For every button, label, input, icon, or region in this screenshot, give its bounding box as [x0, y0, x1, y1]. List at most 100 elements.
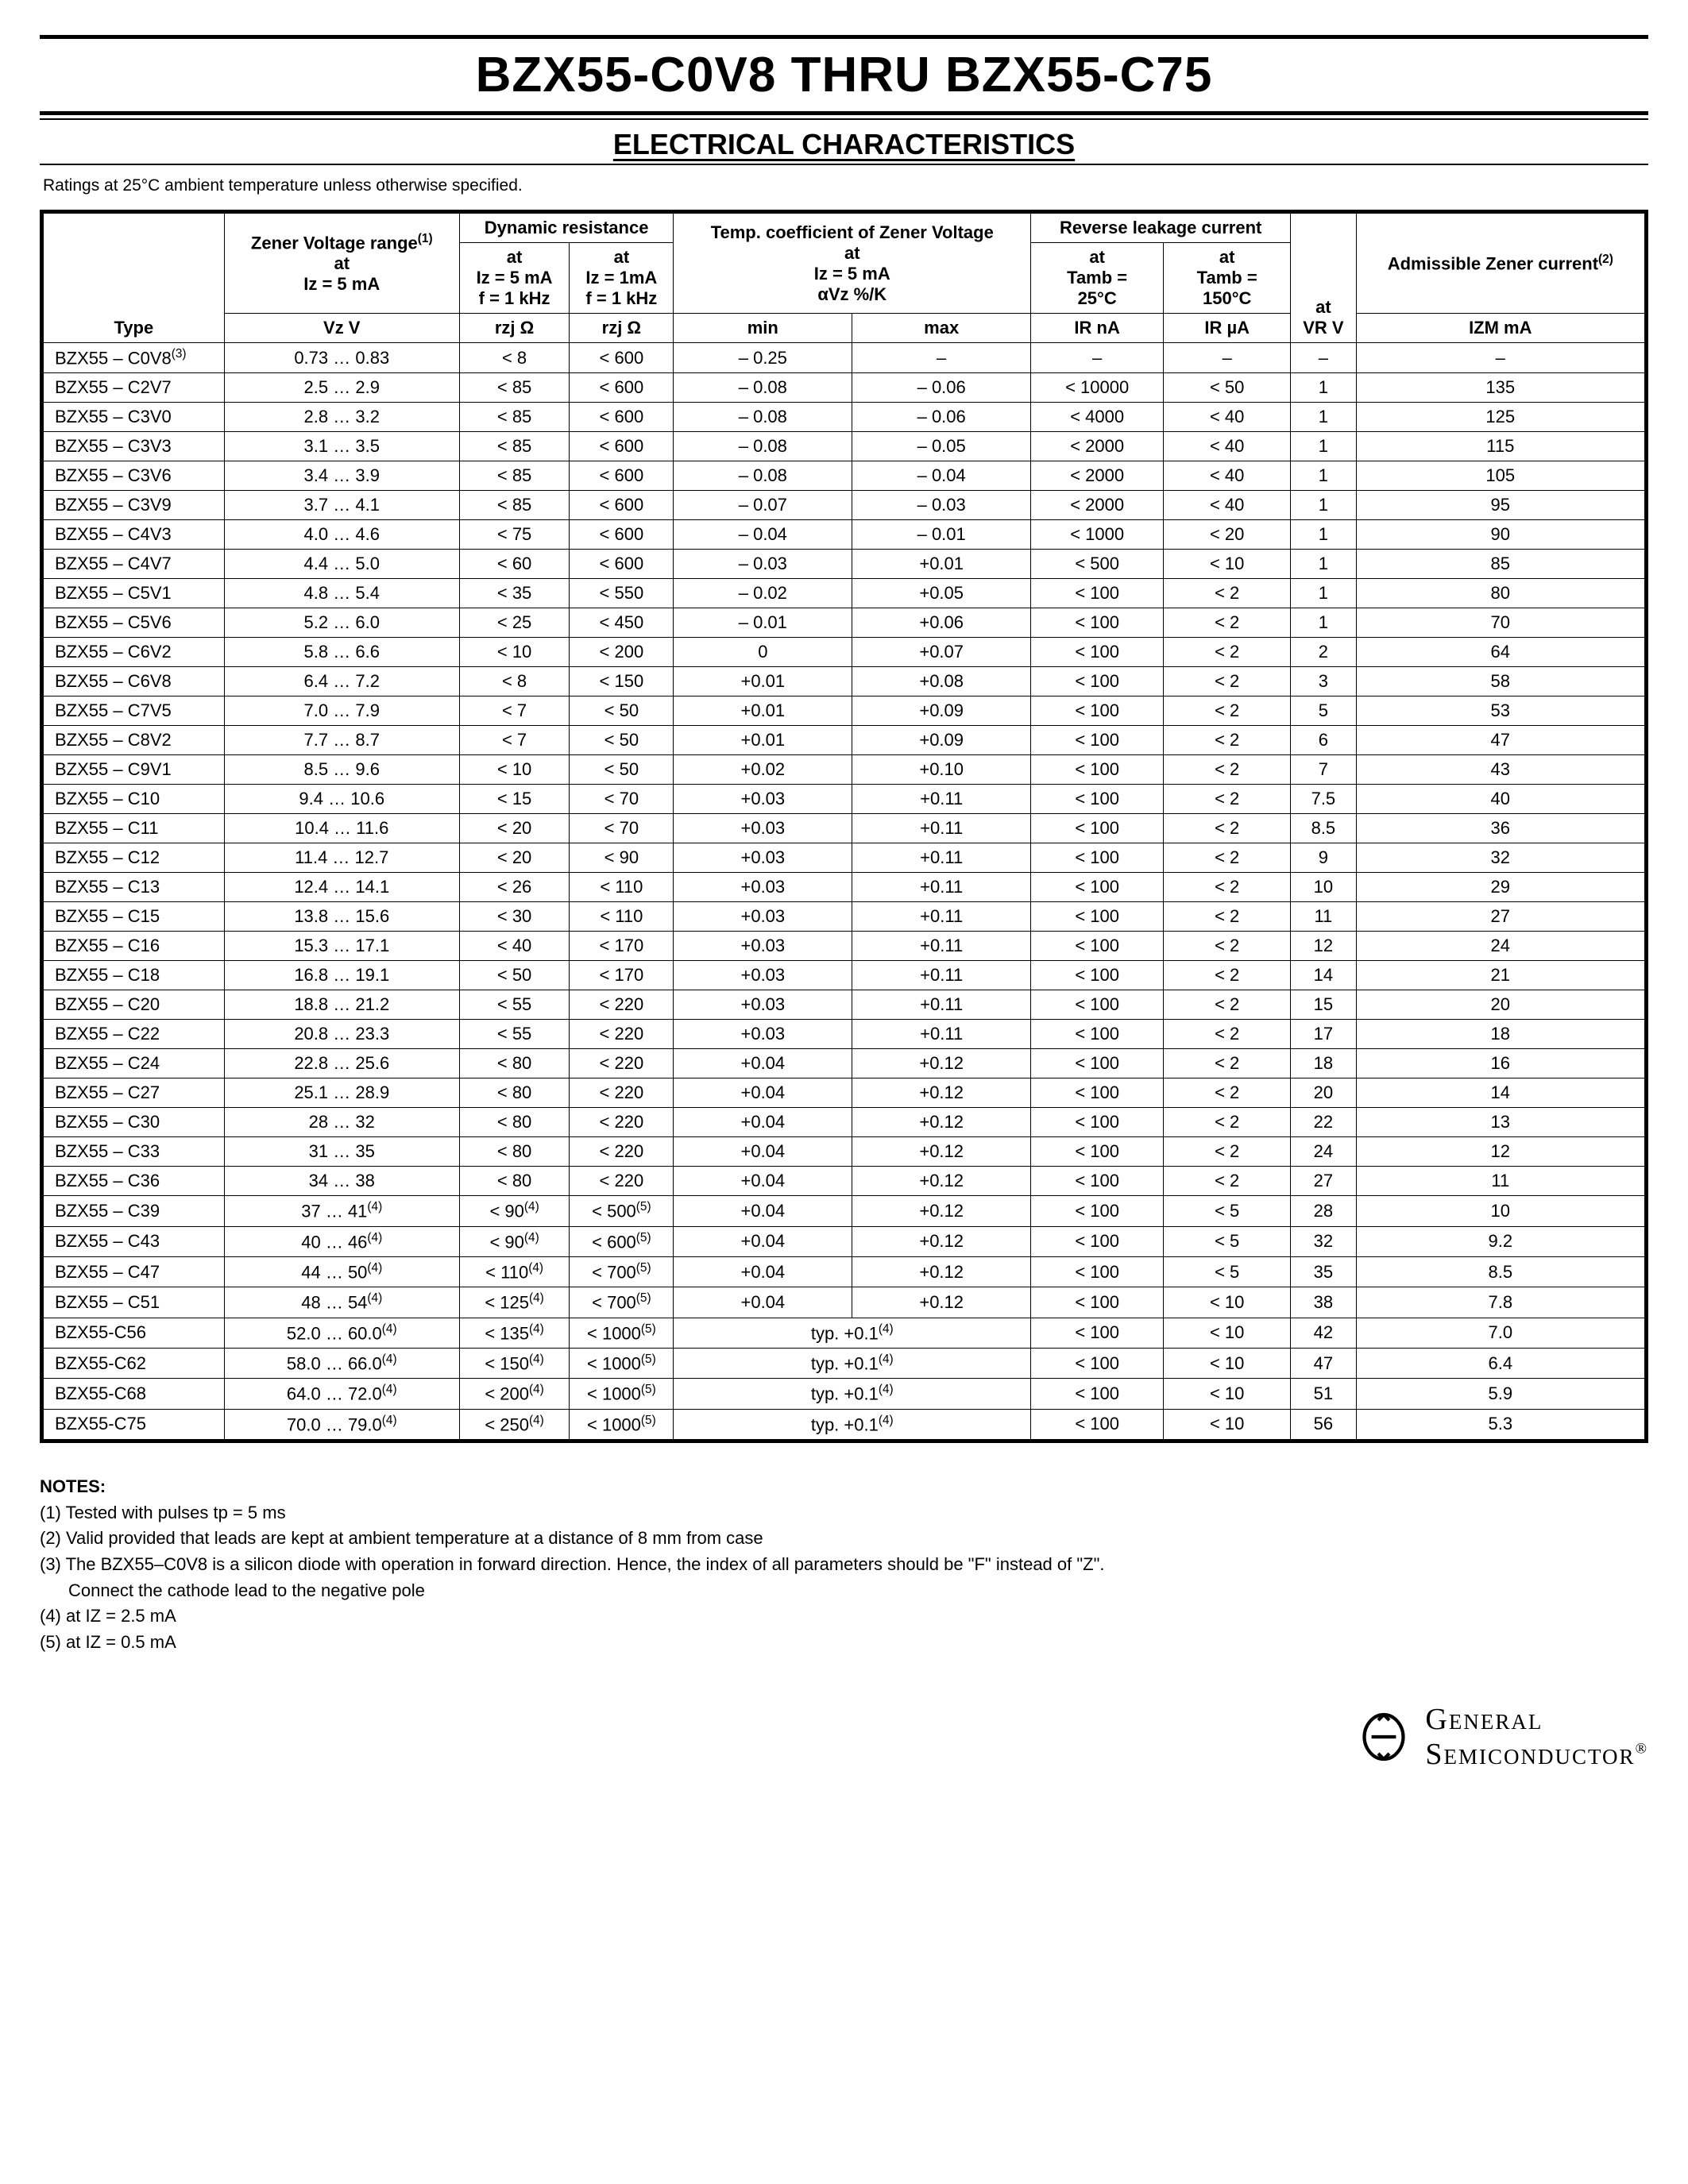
table-cell: 9.2 [1356, 1226, 1646, 1256]
table-cell: +0.11 [852, 990, 1031, 1020]
table-row: BZX55 – C1211.4 … 12.7< 20< 90+0.03+0.11… [42, 843, 1647, 873]
col-rl-b: at Tamb = 150°C [1164, 243, 1291, 314]
note-3b: Connect the cathode lead to the negative… [40, 1579, 1648, 1603]
table-cell: < 2 [1164, 932, 1291, 961]
table-cell: 20 [1291, 1078, 1356, 1108]
table-cell: 11 [1356, 1167, 1646, 1196]
table-cell: 40 [1356, 785, 1646, 814]
table-cell: 3 [1291, 667, 1356, 696]
table-row: BZX55 – C0V8(3)0.73 … 0.83< 8< 600– 0.25… [42, 343, 1647, 373]
table-cell: BZX55-C62 [42, 1348, 225, 1378]
table-cell: < 100 [1031, 1049, 1164, 1078]
table-cell: – [852, 343, 1031, 373]
table-cell: BZX55 – C5V1 [42, 579, 225, 608]
table-cell: +0.11 [852, 961, 1031, 990]
table-cell: 7 [1291, 755, 1356, 785]
table-cell: < 75 [459, 520, 570, 550]
table-cell: < 35 [459, 579, 570, 608]
table-cell: +0.03 [674, 785, 852, 814]
table-cell: +0.12 [852, 1137, 1031, 1167]
table-cell: BZX55 – C47 [42, 1256, 225, 1287]
table-cell: < 100 [1031, 1348, 1164, 1378]
table-cell: 40 … 46(4) [224, 1226, 459, 1256]
table-row: BZX55 – C4340 … 46(4)< 90(4)< 600(5)+0.0… [42, 1226, 1647, 1256]
table-cell: < 80 [459, 1167, 570, 1196]
table-cell: BZX55 – C36 [42, 1167, 225, 1196]
note-4: (4) at IZ = 2.5 mA [40, 1604, 1648, 1628]
col-tc-max: max [852, 314, 1031, 343]
table-cell: < 2 [1164, 814, 1291, 843]
table-cell: < 100 [1031, 1196, 1164, 1226]
table-cell: +0.01 [674, 726, 852, 755]
table-cell: < 50 [1164, 373, 1291, 403]
table-cell: +0.12 [852, 1196, 1031, 1226]
page-title: BZX55-C0V8 THRU BZX55-C75 [40, 47, 1648, 103]
col-dyn-b: at Iz = 1mA f = 1 kHz [570, 243, 674, 314]
table-cell: – [1291, 343, 1356, 373]
table-row: BZX55 – C3634 … 38< 80< 220+0.04+0.12< 1… [42, 1167, 1647, 1196]
table-cell: 7.5 [1291, 785, 1356, 814]
table-cell: BZX55-C75 [42, 1409, 225, 1441]
table-cell: BZX55 – C27 [42, 1078, 225, 1108]
table-cell: 5.9 [1356, 1379, 1646, 1409]
table-cell: +0.12 [852, 1167, 1031, 1196]
table-cell: < 85 [459, 461, 570, 491]
table-cell: < 600 [570, 432, 674, 461]
ratings-note: Ratings at 25°C ambient temperature unle… [43, 176, 1648, 195]
table-cell: < 150 [570, 667, 674, 696]
table-cell: < 10 [1164, 1287, 1291, 1318]
table-row: BZX55 – C5V65.2 … 6.0< 25< 450– 0.01+0.0… [42, 608, 1647, 638]
table-cell: – [1031, 343, 1164, 373]
table-cell: < 100 [1031, 1256, 1164, 1287]
table-cell: < 220 [570, 1108, 674, 1137]
table-row: BZX55 – C3V33.1 … 3.5< 85< 600– 0.08– 0.… [42, 432, 1647, 461]
table-cell: +0.04 [674, 1256, 852, 1287]
table-cell: BZX55 – C8V2 [42, 726, 225, 755]
table-cell: +0.07 [852, 638, 1031, 667]
table-cell: 1 [1291, 491, 1356, 520]
table-cell: < 100 [1031, 1318, 1164, 1348]
col-zener-unit: Vz V [224, 314, 459, 343]
table-row: BZX55 – C9V18.5 … 9.6< 10< 50+0.02+0.10<… [42, 755, 1647, 785]
table-row: BZX55 – C1110.4 … 11.6< 20< 70+0.03+0.11… [42, 814, 1647, 843]
col-dyn-a-unit: rzj Ω [459, 314, 570, 343]
table-cell: 52.0 … 60.0(4) [224, 1318, 459, 1348]
table-cell: < 80 [459, 1078, 570, 1108]
table-cell: 15 [1291, 990, 1356, 1020]
subtitle-rule-top [40, 118, 1648, 120]
table-row: BZX55 – C2422.8 … 25.6< 80< 220+0.04+0.1… [42, 1049, 1647, 1078]
table-cell: BZX55 – C9V1 [42, 755, 225, 785]
footer-logo: General Semiconductor® [40, 1702, 1648, 1772]
table-cell: +0.08 [852, 667, 1031, 696]
table-cell: 27 [1291, 1167, 1356, 1196]
table-cell: +0.03 [674, 932, 852, 961]
table-cell: 1 [1291, 403, 1356, 432]
table-cell: 3.4 … 3.9 [224, 461, 459, 491]
table-cell: 12.4 … 14.1 [224, 873, 459, 902]
table-row: BZX55 – C7V57.0 … 7.9< 7< 50+0.01+0.09< … [42, 696, 1647, 726]
table-cell: 32 [1291, 1226, 1356, 1256]
table-cell: < 2 [1164, 696, 1291, 726]
top-rule [40, 35, 1648, 39]
table-cell: < 2000 [1031, 432, 1164, 461]
table-cell: – 0.07 [674, 491, 852, 520]
table-cell: < 2 [1164, 1020, 1291, 1049]
table-cell: 48 … 54(4) [224, 1287, 459, 1318]
table-row: BZX55 – C3V63.4 … 3.9< 85< 600– 0.08– 0.… [42, 461, 1647, 491]
table-cell: < 550 [570, 579, 674, 608]
col-tc-heading: Temp. coefficient of Zener Voltage at Iz… [674, 212, 1031, 314]
table-cell: typ. +0.1(4) [674, 1379, 1031, 1409]
table-cell: – 0.01 [852, 520, 1031, 550]
table-cell: < 220 [570, 990, 674, 1020]
table-cell: 27 [1356, 902, 1646, 932]
note-5: (5) at IZ = 0.5 mA [40, 1630, 1648, 1654]
table-cell: +0.12 [852, 1256, 1031, 1287]
table-cell: < 700(5) [570, 1287, 674, 1318]
table-cell: +0.12 [852, 1108, 1031, 1137]
table-cell: – 0.08 [674, 373, 852, 403]
table-cell: BZX55 – C20 [42, 990, 225, 1020]
table-cell: BZX55 – C3V3 [42, 432, 225, 461]
table-cell: < 2 [1164, 843, 1291, 873]
table-cell: < 100 [1031, 1108, 1164, 1137]
table-cell: < 85 [459, 373, 570, 403]
